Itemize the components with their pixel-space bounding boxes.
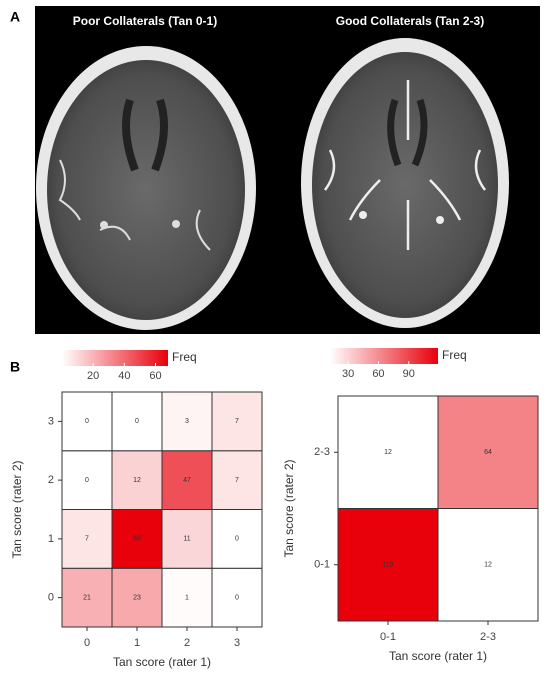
y-axis-label: Tan score (rater 2) [10, 460, 24, 558]
cell-label: 3 [185, 418, 189, 425]
y-tick-label: 0-1 [314, 559, 330, 571]
heat-cell [337, 508, 439, 622]
x-axis-label: Tan score (rater 1) [113, 655, 211, 669]
cell-label: 12 [484, 562, 492, 569]
cell-label: 0 [135, 418, 139, 425]
cell-label: 0 [85, 418, 89, 425]
panel-label: B [10, 359, 20, 375]
ct-image-right [301, 38, 509, 328]
heat-cell [211, 450, 263, 510]
legend-title: Freq [172, 350, 197, 364]
cell-label: 0 [235, 594, 239, 601]
heat-cell [161, 391, 213, 452]
heat-cell [111, 567, 163, 628]
cell-label: 21 [83, 594, 91, 601]
heat-cell [61, 391, 113, 452]
ct-image-left [36, 46, 256, 330]
y-axis-label: Tan score (rater 2) [282, 459, 296, 557]
legend-tick-label: 60 [372, 368, 384, 380]
cell-label: 47 [183, 477, 191, 484]
cell-label: 68 [133, 536, 141, 543]
heat-cell [61, 509, 113, 569]
legend-title: Freq [442, 348, 467, 362]
heat-cell [61, 450, 113, 510]
y-tick-label: 2 [48, 474, 54, 486]
color-bar [330, 348, 438, 364]
heat-cell [111, 450, 163, 510]
cell-label: 119 [382, 562, 393, 569]
panel-label: A [10, 9, 20, 25]
heat-cell [337, 395, 439, 509]
heat-cell [437, 395, 539, 509]
x-tick-label: 1 [134, 637, 140, 649]
left-title: Poor Collaterals (Tan 0-1) [73, 14, 217, 28]
x-tick-label: 2 [184, 637, 190, 649]
heat-cell [437, 508, 539, 622]
legend-tick-label: 20 [87, 370, 99, 382]
cell-label: 11 [183, 536, 190, 543]
legend-tick-label: 30 [342, 368, 354, 380]
x-tick-label: 0-1 [380, 631, 396, 643]
cell-label: 64 [484, 449, 492, 456]
legend-tick-label: 60 [149, 370, 161, 382]
heat-cell [211, 567, 263, 628]
cell-label: 1 [185, 594, 189, 601]
heat-cell [211, 391, 263, 452]
legend-tick-label: 90 [403, 368, 415, 380]
right-title: Good Collaterals (Tan 2-3) [336, 14, 484, 28]
cell-label: 0 [235, 536, 239, 543]
y-tick-label: 1 [48, 533, 54, 545]
heat-cell [111, 391, 163, 452]
x-axis-label: Tan score (rater 1) [389, 649, 487, 663]
heat-cell [111, 509, 163, 569]
cell-label: 12 [133, 477, 141, 484]
cell-label: 7 [235, 477, 239, 484]
cell-label: 23 [133, 594, 141, 601]
cell-label: 7 [235, 418, 239, 425]
heat-cell [161, 509, 213, 569]
y-tick-label: 0 [48, 592, 54, 604]
cell-label: 7 [85, 536, 89, 543]
y-tick-label: 3 [48, 415, 54, 427]
color-bar [62, 350, 168, 366]
cell-label: 0 [85, 477, 89, 484]
x-tick-label: 0 [84, 637, 90, 649]
x-tick-label: 3 [234, 637, 240, 649]
x-tick-label: 2-3 [480, 631, 496, 643]
legend-tick-label: 40 [118, 370, 130, 382]
cell-label: 12 [384, 449, 392, 456]
y-tick-label: 2-3 [314, 446, 330, 458]
